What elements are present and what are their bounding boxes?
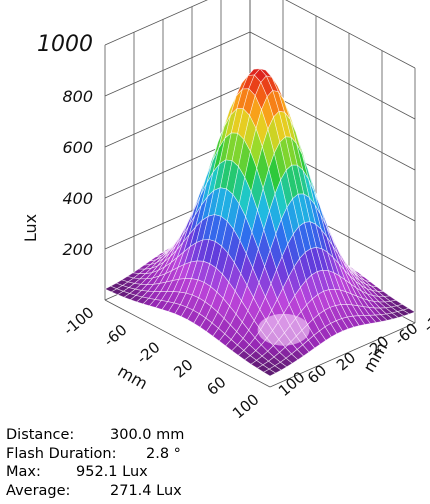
axis-line: [104, 299, 271, 388]
stat-flash-duration-value: 2.8 °: [146, 445, 181, 462]
grid-line: [285, 0, 416, 69]
stat-average-label: Average:: [6, 482, 71, 499]
z-tick-label: 600: [62, 138, 93, 157]
chart-area: 200 400 600 800 1000 -100 -60 -20 20 60 100 -100 -60…: [21, 0, 430, 422]
stat-flash-duration-label: Flash Duration:: [6, 445, 117, 462]
y-tick-label: 20: [333, 348, 359, 374]
stat-max-value: 952.1 Lux: [76, 464, 148, 480]
stat-distance-label: Distance:: [6, 427, 75, 443]
stat-max-label: Max:: [6, 464, 41, 480]
grid-line: [104, 0, 208, 46]
stat-distance-value: 300.0 mm: [110, 427, 185, 443]
x-tick-label: -100: [60, 303, 98, 339]
surface-highlight: [257, 313, 310, 346]
z-tick-label: 800: [62, 87, 93, 106]
x-tick-label: 60: [203, 373, 229, 399]
grid-line: [104, 31, 251, 97]
y-tick-label: -100: [420, 300, 430, 336]
y-tick-label: -60: [391, 319, 421, 349]
grid-line: [249, 31, 416, 120]
z-tick-label: 200: [62, 240, 93, 259]
x-tick-label: 100: [229, 390, 263, 422]
x-tick-label: -20: [133, 338, 163, 368]
z-axis-title: Lux: [21, 214, 40, 242]
surface-mesh: [104, 68, 416, 377]
axis-line: [269, 322, 416, 388]
stat-average-value: 271.4 Lux: [110, 482, 182, 499]
grid-line: [104, 82, 251, 148]
z-tick-label: 400: [62, 189, 93, 208]
surface-cell: [263, 368, 277, 377]
x-tick-label: 20: [170, 355, 196, 381]
y-tick-label: 60: [304, 361, 330, 387]
x-tick-label: -60: [100, 321, 130, 351]
z-tick-label: 1000: [37, 32, 93, 57]
